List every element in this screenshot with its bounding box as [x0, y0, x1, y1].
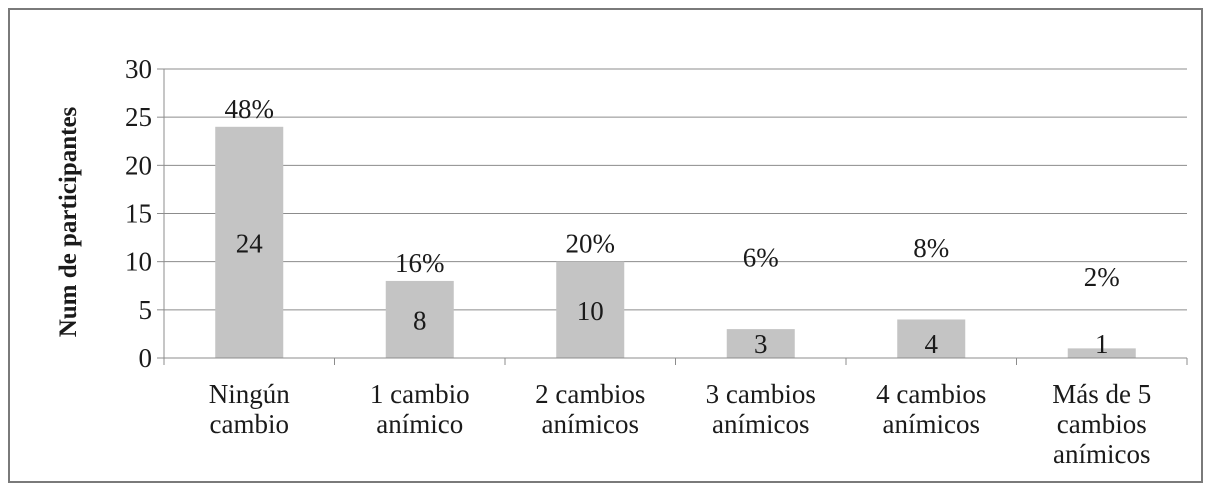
y-tick-label: 15: [125, 199, 152, 229]
bar-percent-label: 2%: [1084, 262, 1120, 292]
chart-frame: 0 5 10 15 20 25 30 Ningún cambio 1 cambio anímico…: [8, 8, 1203, 483]
bar: [215, 126, 284, 358]
bar-percent-label: 6%: [743, 242, 779, 272]
x-category-label-line: anímico: [376, 409, 463, 439]
x-category-label-line: Más de 5: [1052, 379, 1151, 409]
bar: [385, 280, 454, 358]
x-category-label-line: Ningún: [209, 379, 291, 409]
y-tick-label: 25: [125, 102, 152, 132]
bar-percent-label: 8%: [913, 233, 949, 263]
bar: [726, 329, 795, 358]
x-category-label: 1 cambio anímico: [370, 379, 470, 439]
bar-value-label: 24: [236, 228, 264, 258]
bar: [1067, 348, 1136, 358]
x-category-label-line: cambio: [210, 409, 289, 439]
bar: [556, 261, 625, 358]
y-tick-label: 0: [139, 343, 153, 373]
x-category-label-line: anímicos: [712, 409, 809, 439]
y-tick-label: 5: [139, 295, 153, 325]
x-category-label-line: anímicos: [1053, 439, 1150, 469]
x-category-label-line: cambios: [1057, 409, 1147, 439]
gridlines: [164, 68, 1187, 311]
y-tick-label: 30: [125, 54, 152, 84]
x-category-label-line: 4 cambios: [876, 379, 986, 409]
bar-percent-label: 48%: [225, 94, 275, 124]
percent-labels: 48% 16% 20% 6% 8% 2%: [225, 94, 1120, 292]
bar-value-label: 1: [1095, 329, 1109, 359]
bar: [897, 319, 966, 358]
x-category-label: Más de 5 cambios anímicos: [1052, 379, 1151, 469]
x-category-label: Ningún cambio: [209, 379, 291, 439]
bars: [215, 126, 1136, 358]
x-category-label-line: anímicos: [883, 409, 980, 439]
bar-value-label: 10: [577, 296, 604, 326]
y-axis-label: Num de participantes: [55, 106, 82, 337]
x-category-label-line: anímicos: [542, 409, 639, 439]
x-category-label: 2 cambios anímicos: [535, 379, 645, 439]
bar-value-label: 3: [754, 329, 768, 359]
y-tick-label: 20: [125, 150, 152, 180]
y-tick-labels: 0 5 10 15 20 25 30: [125, 54, 152, 373]
bar-percent-label: 20%: [566, 229, 616, 259]
x-category-label-line: 3 cambios: [706, 379, 816, 409]
x-category-label: 4 cambios anímicos: [876, 379, 986, 439]
axes: [157, 68, 1188, 365]
x-category-label: 3 cambios anímicos: [706, 379, 816, 439]
x-category-label-line: 1 cambio: [370, 379, 470, 409]
y-tick-label: 10: [125, 247, 152, 277]
bar-value-label: 8: [413, 305, 427, 335]
bar-percent-label: 16%: [395, 248, 445, 278]
bar-value-label: 4: [925, 329, 939, 359]
x-category-label-line: 2 cambios: [535, 379, 645, 409]
value-labels: 24 8 10 3 4 1: [236, 228, 1109, 359]
